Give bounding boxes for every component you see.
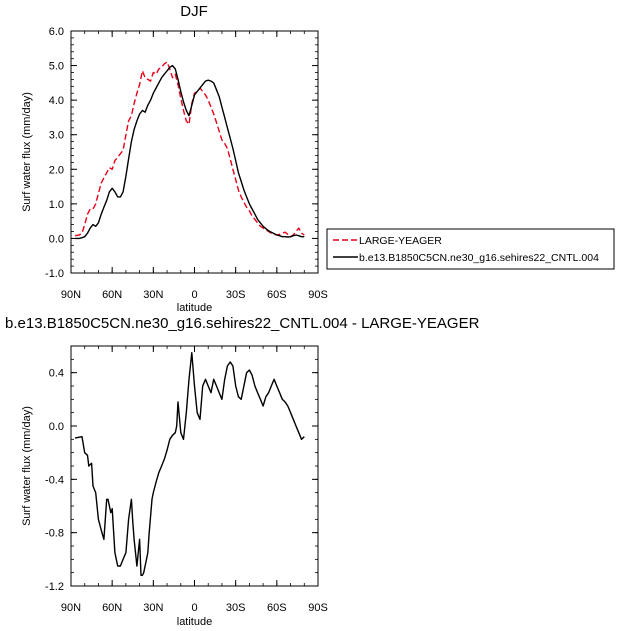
x-tick-label: 30S [226, 289, 246, 301]
x-tick-label: 90S [308, 602, 328, 614]
y-tick-label: 3.0 [49, 130, 64, 142]
legend-label: LARGE-YEAGER [359, 235, 442, 247]
y-tick-label: 2.0 [49, 164, 64, 176]
y-tick-label: -1.0 [45, 268, 64, 280]
y-axis-label: Surf water flux (mm/day) [21, 406, 33, 526]
x-tick-label: 90S [308, 289, 328, 301]
x-tick-label: 0 [191, 602, 197, 614]
chart-difference: b.e13.B1850C5CN.ne30_g16.sehires22_CNTL.… [5, 315, 480, 628]
y-tick-label: 0.0 [49, 421, 64, 433]
x-tick-label: 60S [267, 602, 287, 614]
legend: LARGE-YEAGER b.e13.B1850C5CN.ne30_g16.seh… [326, 228, 615, 270]
x-tick-label: 60N [102, 602, 122, 614]
y-tick-label: 6.0 [49, 26, 64, 38]
chart-title: b.e13.B1850C5CN.ne30_g16.sehires22_CNTL.… [5, 315, 480, 332]
y-tick-label: 4.0 [49, 95, 64, 107]
x-axis-label: latitude [177, 302, 212, 314]
series-line-0 [74, 61, 305, 238]
x-axis-label: latitude [177, 616, 212, 628]
y-tick-label: 0.0 [49, 233, 64, 245]
x-tick-label: 90N [61, 602, 81, 614]
y-tick-label: -0.4 [45, 474, 64, 486]
y-tick-label: -1.2 [45, 581, 64, 593]
y-axis-label: Surf water flux (mm/day) [21, 92, 33, 212]
x-tick-label: 0 [191, 289, 197, 301]
x-tick-label: 90N [61, 289, 81, 301]
chart-djf: DJF -1.0 0.0 1.0 2.0 3.0 4.0 5.0 6.0 90N 60N 30N 0 30… [21, 3, 615, 314]
y-tick-label: 0.4 [49, 368, 64, 380]
legend-box [326, 228, 615, 270]
x-tick-label: 30N [143, 602, 163, 614]
series-line-0 [74, 352, 305, 576]
y-tick-label: -0.8 [45, 528, 64, 540]
series-line-1 [75, 64, 305, 240]
x-tick-label: 60N [102, 289, 122, 301]
x-tick-label: 30S [226, 602, 246, 614]
x-tick-label: 30N [143, 289, 163, 301]
y-tick-label: 1.0 [49, 199, 64, 211]
legend-label: b.e13.B1850C5CN.ne30_g16.sehires22_CNTL.… [359, 252, 599, 264]
chart-title: DJF [180, 3, 208, 20]
x-tick-label: 60S [267, 289, 287, 301]
y-tick-label: 5.0 [49, 61, 64, 73]
